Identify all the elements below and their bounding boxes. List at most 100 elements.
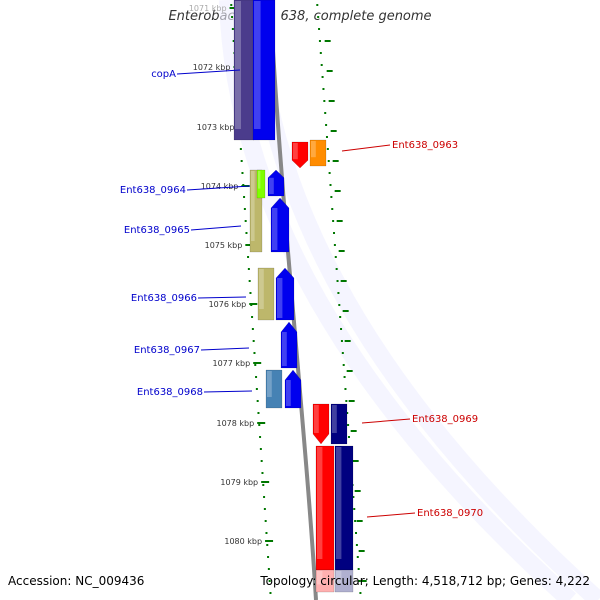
outer-tick-dot (358, 580, 361, 582)
outer-tick-dot (359, 592, 362, 594)
length-value: 4,518,712 bp (421, 574, 502, 588)
ruler-major-tick (249, 303, 258, 305)
ruler-label: 1073 kbp (197, 123, 235, 132)
inner-tick-dot (251, 316, 254, 318)
gene-Ent638_0969-darkblue (330, 403, 348, 445)
outer-tick-dot (344, 388, 347, 390)
gene-Ent638_0964-khaki-shine (251, 171, 255, 241)
ruler-major-tick (245, 244, 254, 246)
gene-label-copA: copA (151, 69, 176, 80)
outer-tick-dot (337, 292, 340, 294)
inner-tick-dot (263, 508, 266, 510)
inner-tick-dot (255, 376, 258, 378)
leader-line-right (361, 418, 411, 424)
gene-Ent638_0968-steelblue (265, 369, 283, 409)
ruler-major-tick (257, 422, 266, 424)
inner-tick-dot (263, 496, 266, 498)
inner-tick-dot (254, 364, 257, 366)
leader-line-left (203, 390, 253, 393)
outer-tick-dot (326, 148, 329, 150)
inner-tick-dot (260, 460, 263, 462)
outer-tick-dash (328, 100, 335, 102)
gene-fade-darkblue-shine (336, 571, 342, 585)
gene-Ent638_0970-red-shine (317, 447, 323, 559)
gene-Ent638_0970-darkblue-shine (336, 447, 342, 559)
gene-Ent638_0965-blue (270, 197, 290, 253)
outer-tick-dot (357, 568, 360, 570)
outer-tick-dot (331, 208, 334, 210)
outer-tick-dot (333, 244, 336, 246)
inner-tick-dot (247, 268, 250, 270)
gene-label-Ent638_0967: Ent638_0967 (134, 345, 200, 356)
leader-line-left (197, 296, 247, 299)
gene-label-Ent638_0968: Ent638_0968 (137, 387, 203, 398)
inner-tick-dot (259, 436, 262, 438)
leader-line-right (366, 512, 416, 518)
genes-label: Genes: (509, 574, 552, 588)
gene-Ent638_0965-blue-shine (272, 208, 278, 250)
outer-tick-dot (318, 28, 321, 30)
inner-tick-dot (259, 448, 262, 450)
inner-tick-dot (240, 160, 243, 162)
inner-tick-dot (267, 568, 270, 570)
outer-tick-dot (328, 172, 331, 174)
outer-tick-dot (335, 268, 338, 270)
length-label: Length: (372, 574, 419, 588)
outer-tick-dot (323, 100, 326, 102)
outer-tick-dash (330, 130, 337, 132)
outer-tick-dash (348, 400, 355, 402)
leader-line-right (341, 144, 391, 152)
ruler-major-tick (265, 540, 274, 542)
inner-tick-dot (255, 388, 258, 390)
outer-tick-dot (340, 328, 343, 330)
gene-Ent638_0969-red-shine (314, 405, 319, 433)
outer-tick-dash (346, 370, 353, 372)
inner-tick-dot (232, 40, 235, 42)
inner-tick-dot (249, 292, 252, 294)
gene-Ent638_0963-red-shine (293, 143, 298, 160)
inner-tick-dot (264, 520, 267, 522)
ruler-major-tick (253, 362, 262, 364)
inner-tick-dot (239, 148, 242, 150)
ruler-label: 1076 kbp (209, 300, 247, 309)
gene-label-Ent638_0966: Ent638_0966 (131, 293, 197, 304)
outer-tick-dot (336, 280, 339, 282)
outer-tick-dot (317, 16, 320, 18)
gene-copA-blue (252, 0, 276, 141)
gene-Ent638_0969-red (312, 403, 330, 445)
topology-label: Topology: (260, 574, 317, 588)
ruler-label: 1074 kbp (201, 182, 239, 191)
outer-tick-dash (360, 580, 367, 582)
leader-line-left (200, 347, 250, 351)
outer-tick-dot (316, 4, 319, 6)
inner-tick-dot (230, 4, 233, 6)
outer-tick-dot (333, 232, 336, 234)
gene-Ent638_0966-blue-shine (277, 278, 283, 318)
outer-tick-dash (356, 520, 363, 522)
inner-tick-dot (265, 532, 268, 534)
outer-tick-dot (343, 376, 346, 378)
outer-tick-dot (321, 76, 324, 78)
outer-tick-dash (350, 430, 357, 432)
inner-tick-dot (245, 232, 248, 234)
gene-copA-blue-shine (254, 1, 261, 129)
outer-tick-dot (341, 352, 344, 354)
gene-fade-red-shine (317, 571, 323, 585)
inner-tick-dot (262, 484, 265, 486)
gene-Ent638_0969-darkblue-shine (332, 405, 337, 433)
gene-Ent638_0964-blue (267, 169, 285, 197)
inner-tick-dot (244, 220, 247, 222)
outer-tick-dot (334, 256, 337, 258)
outer-tick-dot (347, 436, 350, 438)
gene-copA-purple-shine (235, 1, 241, 129)
outer-tick-dot (356, 556, 359, 558)
inner-tick-dot (261, 472, 264, 474)
gene-label-Ent638_0970: Ent638_0970 (417, 508, 483, 519)
inner-tick-dot (258, 424, 261, 426)
inner-tick-dot (248, 280, 251, 282)
outer-tick-dot (346, 412, 349, 414)
inner-tick-dot (231, 28, 234, 30)
outer-tick-dot (332, 220, 335, 222)
genome-stats: Topology: circular; Length: 4,518,712 bp… (260, 574, 590, 588)
gene-Ent638_0964-lime (256, 169, 266, 199)
